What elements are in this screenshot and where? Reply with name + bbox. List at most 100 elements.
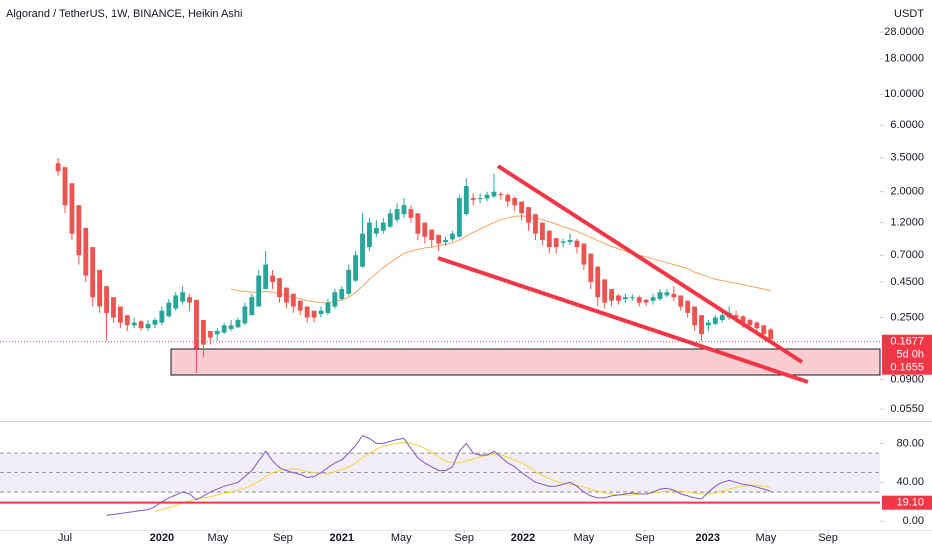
x-tick-label: May xyxy=(574,532,595,544)
candle-body xyxy=(111,297,116,318)
candle-body xyxy=(124,315,130,326)
candle-body xyxy=(256,275,262,307)
candle-body xyxy=(55,163,61,172)
candle-body xyxy=(699,315,704,335)
y-tick-label: 0.4500 xyxy=(890,276,924,288)
candle-body xyxy=(533,214,538,234)
rsi-line xyxy=(106,434,771,516)
x-tick-label: May xyxy=(755,532,776,544)
rsi-level-tag xyxy=(882,495,932,510)
candle-body xyxy=(602,279,608,303)
candle-body xyxy=(104,286,109,313)
trendline-upper xyxy=(496,164,804,364)
candle-body xyxy=(270,275,275,282)
candle-body xyxy=(456,198,462,237)
candle-body xyxy=(560,241,566,243)
candle-body xyxy=(512,198,518,206)
candle-body xyxy=(463,185,469,215)
rsi-level-label: 19.10 xyxy=(896,497,924,509)
candle-body xyxy=(242,306,248,324)
candle-body xyxy=(62,167,68,206)
candle-body xyxy=(636,297,642,303)
x-tick-label: 2023 xyxy=(695,532,719,544)
candle-body xyxy=(574,240,580,248)
candle-body xyxy=(332,292,338,307)
candle-body xyxy=(249,297,255,316)
candle-body xyxy=(297,300,303,311)
last-price-label: 0.1677 xyxy=(890,336,924,348)
candle-body xyxy=(498,194,504,196)
candle-body xyxy=(394,209,400,220)
rsi-tick-label: 40.00 xyxy=(896,476,924,488)
candle-body xyxy=(429,229,435,241)
candle-body xyxy=(643,299,649,303)
candle-body xyxy=(470,198,476,200)
candle-body xyxy=(367,222,372,248)
candle-body xyxy=(228,325,234,329)
candle-body xyxy=(567,240,573,243)
candle-body xyxy=(173,295,179,309)
candle-body xyxy=(443,240,448,243)
candle-body xyxy=(166,302,172,317)
candle-body xyxy=(304,306,310,318)
candle-body xyxy=(491,191,497,197)
candle-body xyxy=(484,194,490,199)
candle-body xyxy=(408,209,414,218)
x-tick-label: May xyxy=(391,532,412,544)
candle-body xyxy=(180,292,186,302)
candle-body xyxy=(450,233,455,240)
candle-body xyxy=(117,306,123,323)
y-tick-label: 28.0000 xyxy=(884,26,924,38)
x-tick-label: Sep xyxy=(818,532,838,544)
support-zone xyxy=(170,348,881,376)
candle-body xyxy=(505,194,511,202)
candle-body xyxy=(214,331,220,335)
rsi-ma xyxy=(154,441,771,512)
candle-body xyxy=(131,322,137,326)
chart-title: Algorand / TetherUS, 1W, BINANCE, Heikin… xyxy=(6,8,242,20)
drawings-under xyxy=(170,348,881,376)
candle-body xyxy=(263,264,269,290)
candle-body xyxy=(200,320,206,345)
rsi-tick-label: 80.00 xyxy=(896,437,924,449)
x-tick-label: Sep xyxy=(273,532,293,544)
candle-body xyxy=(159,310,165,323)
candle-body xyxy=(221,325,227,333)
y-tick-label: 0.7000 xyxy=(890,249,924,261)
candle-body xyxy=(747,320,753,326)
trendline-lower xyxy=(437,256,809,384)
candle-body xyxy=(90,247,96,298)
candle-body xyxy=(719,315,725,321)
x-tick-label: Sep xyxy=(635,532,655,544)
candle-body xyxy=(207,331,213,338)
marks xyxy=(0,157,880,516)
y-tick-label: 0.0900 xyxy=(890,373,924,385)
candle-body xyxy=(69,183,75,234)
candle-body xyxy=(678,295,684,307)
candle-body xyxy=(360,233,365,267)
candle-body xyxy=(761,325,767,335)
y-tick-label: 18.0000 xyxy=(884,53,924,65)
candle-body xyxy=(339,289,345,299)
candle-body xyxy=(622,297,628,299)
price-tag xyxy=(882,334,932,375)
candle-body xyxy=(609,289,614,301)
candle-body xyxy=(526,207,531,223)
x-tick-label: 2022 xyxy=(511,532,535,544)
candle-body xyxy=(629,297,635,299)
candle-body xyxy=(283,287,289,303)
candle-body xyxy=(477,198,483,200)
candle-body xyxy=(519,201,525,214)
candle-body xyxy=(277,278,282,298)
candle-body xyxy=(664,292,670,296)
candle-body xyxy=(733,315,739,318)
rsi-tick-label: 0.00 xyxy=(903,515,924,527)
candle-body xyxy=(436,234,442,244)
candle-body xyxy=(539,222,545,241)
candle-body xyxy=(97,269,103,307)
countdown-label: 5d 0h xyxy=(896,349,924,361)
candle-body xyxy=(588,253,594,282)
candle-body xyxy=(650,297,656,301)
candle-body xyxy=(671,293,677,298)
y-tick-label: 10.0000 xyxy=(884,88,924,100)
